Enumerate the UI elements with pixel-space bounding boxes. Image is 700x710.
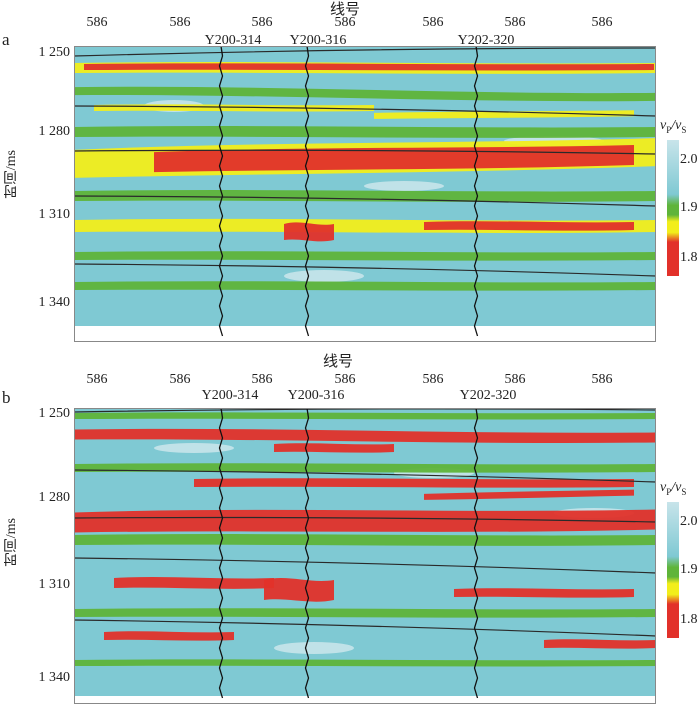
x-tick-label: 586 [591, 15, 613, 30]
y-tick-label: 1 280 [38, 490, 71, 505]
x-tick-label: 586 [591, 372, 613, 387]
x-tick-label: 586 [251, 15, 273, 30]
x-tick-label: 586 [504, 372, 526, 387]
y-axis-title: 时间/ms [4, 518, 19, 567]
well-label: Y200-316 [289, 33, 347, 48]
panel-b: b 线号 586 586 586 586 586 586 586 Y200-31… [0, 352, 700, 710]
y-tick-label: 1 280 [38, 124, 71, 139]
y-tick-label: 1 310 [38, 577, 71, 592]
x-tick-label: 586 [504, 15, 526, 30]
colorbar-tick: 1.8 [680, 612, 698, 627]
well-label: Y200-316 [287, 388, 345, 403]
x-axis-title: 线号 [329, 2, 361, 18]
y-tick-label: 1 340 [38, 670, 71, 685]
x-tick-label: 586 [169, 15, 191, 30]
colorbar-title: vP/vS [660, 480, 687, 497]
colorbar-title: vP/vS [660, 118, 687, 135]
panel-a: a 线号 586 586 586 586 586 586 586 Y200-31… [0, 0, 700, 350]
colorbar-tick: 2.0 [680, 152, 698, 167]
seismic-section-vp-vs [74, 46, 656, 342]
well-label: Y202-320 [459, 388, 517, 403]
colorbar-tick: 1.9 [680, 200, 698, 215]
panel-letter: a [2, 30, 10, 49]
x-tick-label: 586 [334, 15, 356, 30]
y-axis-title: 时间/ms [4, 150, 19, 199]
x-tick-label: 586 [422, 372, 444, 387]
colorbar [667, 502, 679, 638]
colorbar-tick: 1.8 [680, 250, 698, 265]
colorbar [667, 140, 679, 276]
x-tick-label: 586 [86, 372, 108, 387]
x-tick-label: 586 [251, 372, 273, 387]
x-axis-title: 线号 [322, 354, 354, 370]
x-tick-label: 586 [86, 15, 108, 30]
x-tick-label: 586 [334, 372, 356, 387]
x-tick-label: 586 [169, 372, 191, 387]
seismic-section-vp-vs [74, 408, 656, 704]
x-tick-label: 586 [422, 15, 444, 30]
well-label: Y202-320 [457, 33, 515, 48]
colorbar-tick: 2.0 [680, 514, 698, 529]
colorbar-tick: 1.9 [680, 562, 698, 577]
y-tick-label: 1 250 [38, 406, 71, 421]
panel-letter: b [2, 388, 11, 407]
y-tick-label: 1 310 [38, 207, 71, 222]
y-tick-label: 1 250 [38, 45, 71, 60]
well-label: Y200-314 [204, 33, 262, 48]
well-label: Y200-314 [201, 388, 259, 403]
y-tick-label: 1 340 [38, 295, 71, 310]
